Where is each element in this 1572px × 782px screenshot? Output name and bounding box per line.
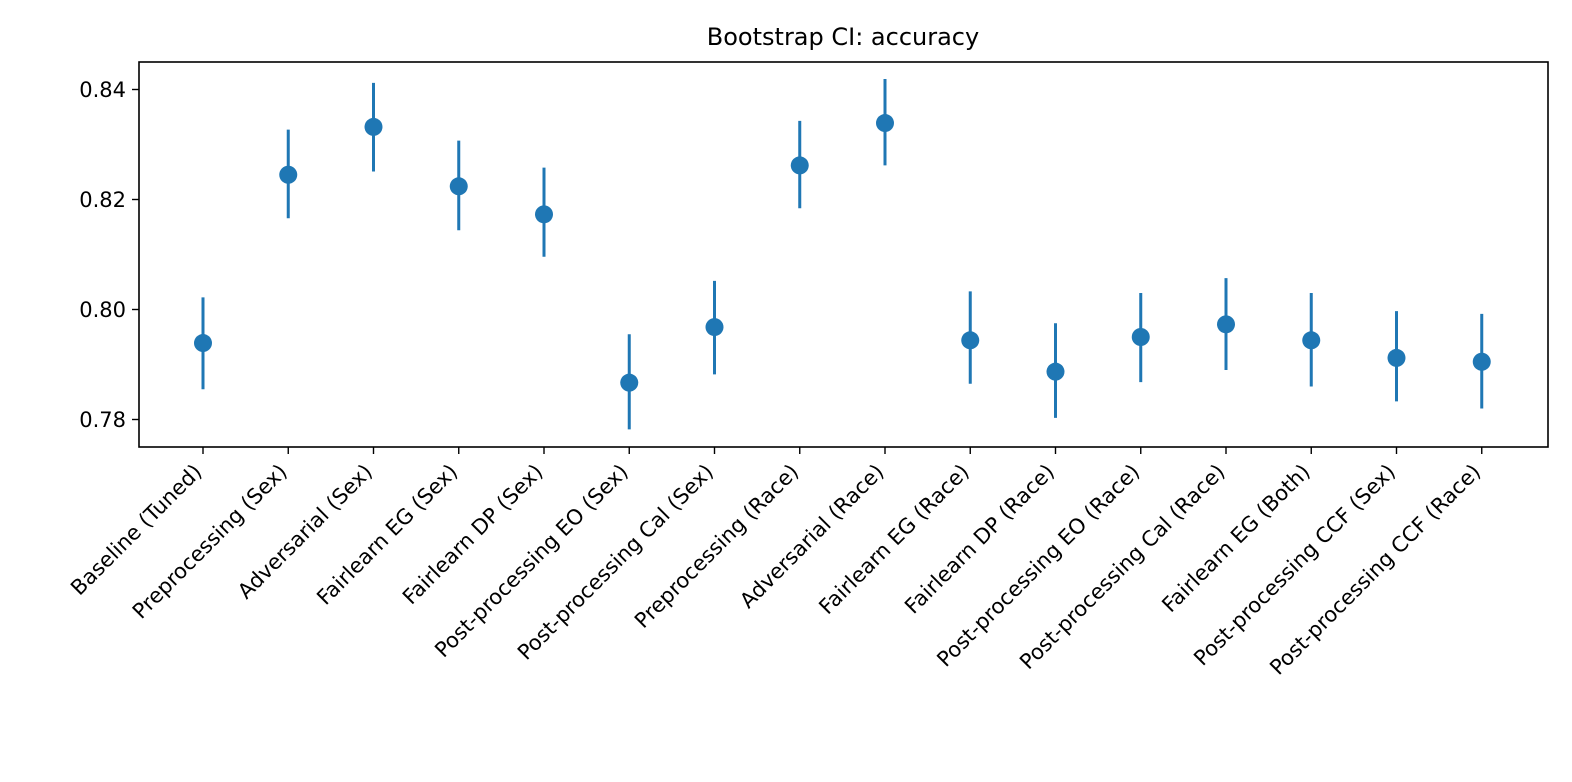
data-point — [1217, 315, 1235, 334]
x-tick-label: Fairlearn DP (Race) — [900, 460, 1059, 619]
data-point — [790, 156, 809, 175]
data-point — [876, 114, 894, 133]
x-tick-label: Fairlearn EG (Sex) — [312, 460, 462, 610]
data-point — [1472, 352, 1491, 371]
y-tick-label: 0.82 — [79, 188, 126, 212]
data-point — [279, 165, 298, 184]
y-tick-label: 0.80 — [79, 298, 126, 322]
data-point — [1387, 348, 1406, 367]
y-tick-label: 0.84 — [79, 78, 126, 102]
x-tick-label: Fairlearn DP (Sex) — [398, 460, 548, 610]
data-point — [1131, 328, 1150, 346]
chart-title: Bootstrap CI: accuracy — [707, 23, 979, 51]
x-tick-label: Adversarial (Race) — [735, 460, 888, 613]
x-tick-label: Fairlearn EG (Race) — [814, 460, 973, 619]
x-tick-label: Preprocessing (Sex) — [128, 460, 292, 624]
y-tick-label: 0.78 — [79, 408, 126, 432]
x-tick-label: Preprocessing (Race) — [630, 460, 803, 633]
data-point — [364, 117, 383, 136]
data-point — [535, 205, 553, 224]
data-point — [1302, 331, 1321, 350]
data-point — [1046, 362, 1065, 381]
data-point — [705, 318, 724, 337]
data-point — [620, 373, 639, 392]
data-point — [961, 331, 980, 350]
data-point — [449, 177, 468, 196]
data-point — [194, 334, 212, 353]
plot-frame — [138, 61, 1549, 448]
x-tick-label: Fairlearn EG (Both) — [1157, 460, 1315, 618]
